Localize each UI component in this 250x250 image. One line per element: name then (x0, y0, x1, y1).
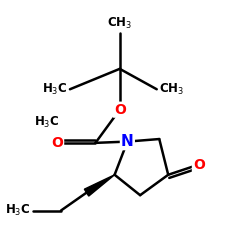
Text: H$_3$C: H$_3$C (34, 115, 60, 130)
Polygon shape (84, 175, 114, 196)
Text: N: N (121, 134, 134, 149)
Text: H$_3$C: H$_3$C (42, 82, 68, 97)
Text: O: O (114, 103, 126, 117)
Text: CH$_3$: CH$_3$ (159, 82, 184, 97)
Text: O: O (193, 158, 205, 172)
Text: O: O (51, 136, 63, 150)
Text: CH$_3$: CH$_3$ (107, 16, 132, 30)
Text: H$_3$C: H$_3$C (5, 203, 30, 218)
